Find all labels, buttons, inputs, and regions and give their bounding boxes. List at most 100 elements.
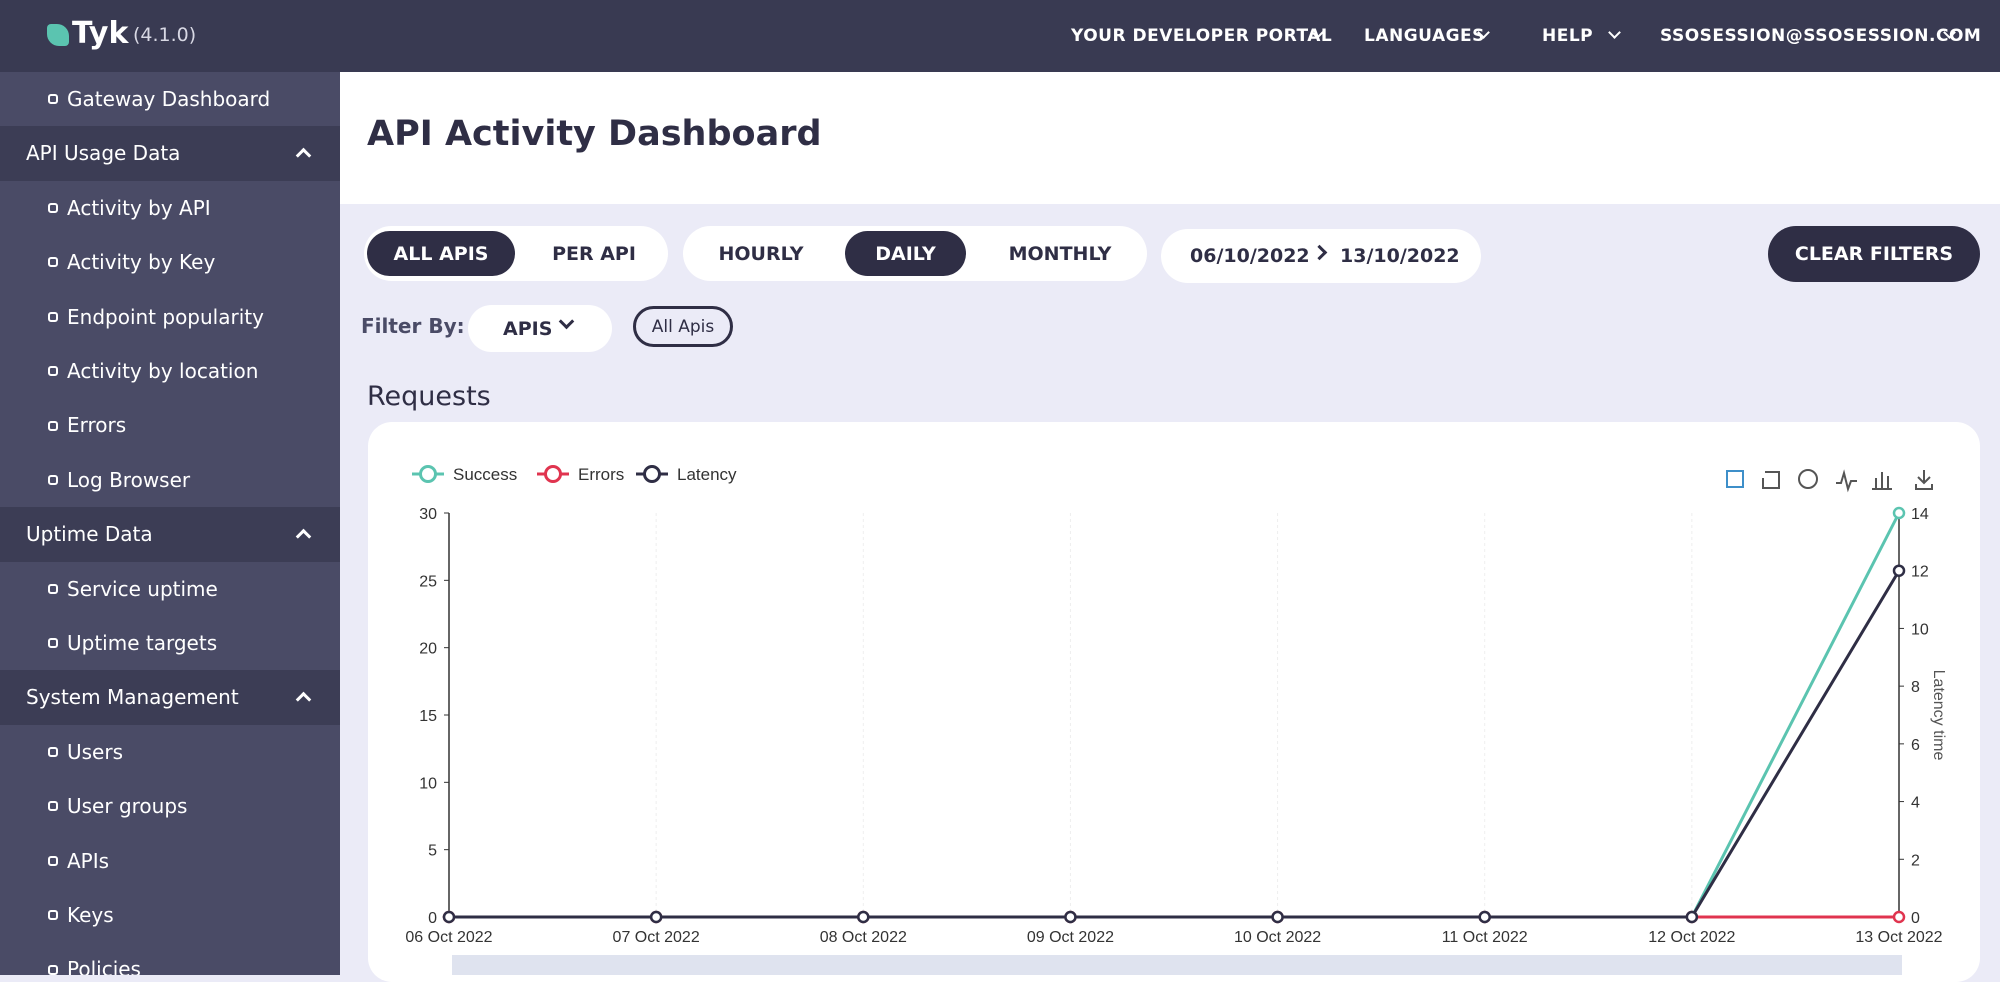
- section-title: Uptime Data: [26, 522, 153, 547]
- x-tick-label: 12 Oct 2022: [1648, 929, 1735, 946]
- restore-tool[interactable]: [1798, 469, 1818, 489]
- y-tick-label: 5: [428, 843, 437, 860]
- y2-axis-label: Latency time: [1930, 670, 1947, 761]
- nav-icon: [48, 638, 58, 649]
- nav-item[interactable]: HELP: [1542, 26, 1594, 46]
- zoom-reset-tool[interactable]: [1762, 471, 1780, 489]
- series-line: [449, 569, 1901, 919]
- section-title: Requests: [367, 381, 491, 412]
- x-tick-label: 06 Oct 2022: [405, 929, 492, 946]
- section-header[interactable]: [0, 670, 340, 725]
- point: [1685, 910, 1699, 924]
- point: [1892, 564, 1906, 577]
- section-header[interactable]: [0, 507, 340, 562]
- scope-per[interactable]: PER API: [552, 242, 636, 265]
- filter-select[interactable]: APIS: [468, 305, 612, 352]
- y2-tick-label: 10: [1911, 621, 1929, 638]
- date-to: 13/10/2022: [1340, 245, 1460, 267]
- nav-icon: [48, 203, 58, 213]
- date-from: 06/10/2022: [1190, 245, 1310, 267]
- zoom-slider[interactable]: [452, 955, 1902, 975]
- y2-tick-label: 8: [1911, 679, 1920, 696]
- filter-label: Filter By:: [361, 314, 465, 338]
- line-tool[interactable]: [1836, 469, 1857, 493]
- legend-label[interactable]: Latency: [677, 465, 737, 484]
- nav-link[interactable]: Endpoint popularity: [67, 304, 264, 329]
- nav-icon: [48, 311, 58, 322]
- x-tick-label: 13 Oct 2022: [1855, 929, 1942, 946]
- section-title: API Usage Data: [26, 141, 181, 166]
- series-line: [449, 512, 1901, 919]
- nav-item[interactable]: YOUR DEVELOPER PORTAL: [1071, 26, 1333, 46]
- nav-icon: [48, 747, 58, 757]
- y-tick-label: 10: [419, 775, 437, 792]
- legend-marker: [643, 465, 661, 483]
- nav-item[interactable]: SSOSESSION@SSOSESSION.COM: [1660, 26, 1982, 46]
- brand: Tyk: [72, 16, 129, 51]
- point: [1271, 910, 1284, 924]
- nav-item[interactable]: LANGUAGES: [1364, 26, 1485, 46]
- y2-tick-label: 12: [1911, 564, 1929, 581]
- y-tick-label: 30: [419, 506, 437, 523]
- nav-icon: [48, 257, 58, 268]
- nav-link[interactable]: Activity by Key: [67, 250, 216, 275]
- nav-icon: [48, 420, 58, 431]
- nav-link[interactable]: Policies: [67, 957, 141, 975]
- nav-icon: [48, 910, 58, 921]
- x-tick-label: 07 Oct 2022: [613, 929, 700, 946]
- y2-tick-label: 0: [1911, 910, 1920, 927]
- nav-link[interactable]: Service uptime: [67, 576, 218, 601]
- nav-icon: [48, 801, 58, 812]
- legend-label[interactable]: Errors: [578, 465, 624, 484]
- date-range[interactable]: [1161, 229, 1481, 283]
- y-tick-label: 15: [419, 708, 437, 725]
- x-tick-label: 11 Oct 2022: [1442, 929, 1528, 946]
- nav-icon: [48, 475, 58, 485]
- logo-icon: [47, 24, 69, 46]
- save-tool[interactable]: [1915, 470, 1933, 490]
- nav-link[interactable]: APIs: [67, 848, 110, 873]
- y-tick-label: 25: [419, 573, 437, 590]
- section-header[interactable]: [0, 126, 340, 181]
- point: [1064, 910, 1077, 924]
- nav-link[interactable]: Users: [67, 739, 124, 764]
- point: [442, 910, 456, 924]
- x-tick-label: 10 Oct 2022: [1234, 929, 1321, 946]
- nav-link[interactable]: Activity by API: [67, 195, 211, 220]
- section-title: System Management: [26, 685, 239, 710]
- bar-tool[interactable]: [1872, 472, 1892, 490]
- nav-link[interactable]: User groups: [67, 794, 188, 819]
- y2-tick-label: 2: [1911, 852, 1920, 869]
- clear-filters-button[interactable]: CLEAR FILTERS: [1768, 226, 1980, 282]
- nav-link[interactable]: Log Browser: [67, 467, 191, 492]
- nav-icon: [48, 94, 58, 105]
- zoom-tool[interactable]: [1726, 470, 1744, 488]
- point: [1478, 910, 1491, 924]
- y2-tick-label: 6: [1911, 737, 1920, 754]
- toolbox: [1726, 469, 1933, 493]
- x-tick-label: 08 Oct 2022: [820, 929, 907, 946]
- point: [649, 910, 663, 924]
- scope-all[interactable]: ALL APIS: [367, 231, 515, 276]
- interval-monthly[interactable]: MONTHLY: [1008, 242, 1112, 265]
- nav-link[interactable]: Keys: [67, 903, 114, 927]
- point: [1892, 910, 1906, 924]
- y-tick-label: 20: [419, 641, 437, 658]
- top-bar: Tyk (4.1.0) YOUR DEVELOPER PORTAL LANGUAG…: [0, 0, 2000, 72]
- y-tick-label: 0: [428, 910, 437, 927]
- interval-hourly[interactable]: HOURLY: [718, 242, 804, 265]
- legend-label[interactable]: Success: [453, 465, 517, 484]
- interval-daily[interactable]: DAILY: [845, 231, 966, 276]
- nav-icon: [48, 366, 58, 377]
- nav-link[interactable]: Activity by location: [67, 359, 259, 383]
- point: [1892, 506, 1906, 520]
- nav-link[interactable]: Errors: [67, 413, 127, 438]
- filter-chip[interactable]: All Apis: [633, 306, 733, 347]
- nav-link[interactable]: Gateway Dashboard: [67, 87, 271, 111]
- sidebar: Gateway Dashboard API Usage Data Activity …: [0, 72, 340, 975]
- nav-link[interactable]: Uptime targets: [67, 631, 218, 655]
- legend-marker: [419, 465, 437, 483]
- chart-card: [368, 422, 1980, 982]
- y2-tick-label: 14: [1911, 506, 1929, 523]
- page-title: API Activity Dashboard: [367, 114, 822, 154]
